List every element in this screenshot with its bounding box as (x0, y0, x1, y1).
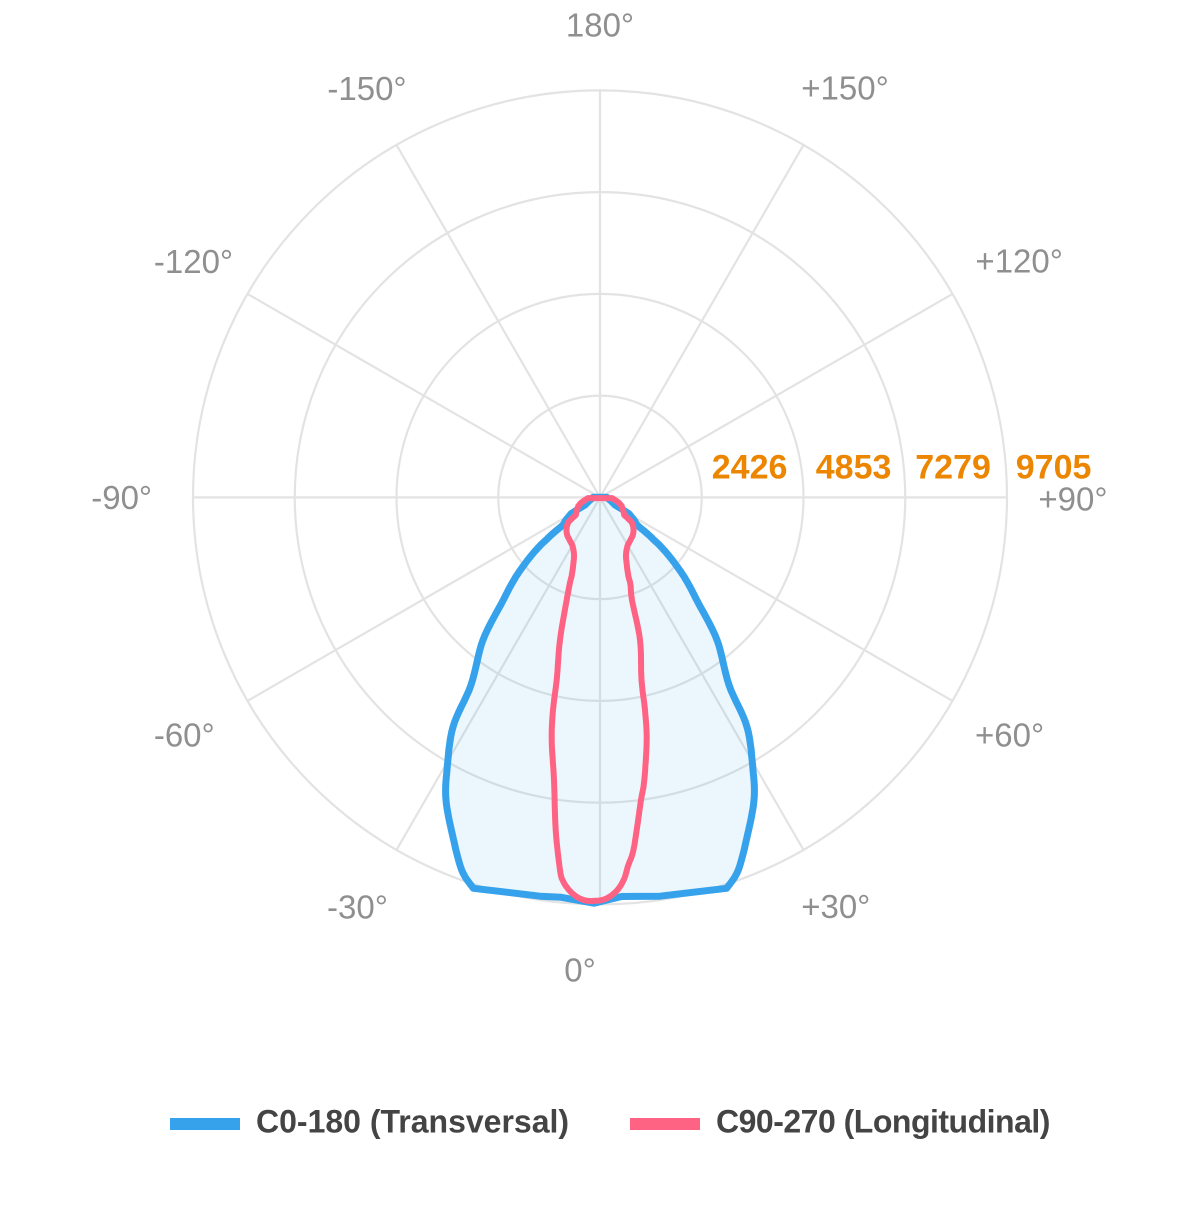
svg-text:+120°: +120° (975, 243, 1063, 280)
svg-text:+150°: +150° (801, 70, 889, 107)
svg-text:+30°: +30° (801, 888, 870, 925)
svg-text:+90°: +90° (1038, 481, 1107, 518)
svg-text:7279: 7279 (915, 449, 991, 487)
svg-text:C0-180 (Transversal): C0-180 (Transversal) (256, 1104, 569, 1140)
svg-text:9705: 9705 (1016, 449, 1092, 487)
svg-text:0°: 0° (564, 952, 596, 989)
svg-text:180°: 180° (566, 6, 634, 43)
svg-text:2426: 2426 (712, 449, 788, 487)
svg-text:4853: 4853 (816, 449, 892, 487)
svg-text:-30°: -30° (327, 888, 388, 925)
svg-text:-60°: -60° (154, 717, 215, 754)
svg-text:+60°: +60° (975, 716, 1044, 753)
svg-text:-90°: -90° (91, 479, 152, 516)
svg-text:C90-270 (Longitudinal): C90-270 (Longitudinal) (716, 1104, 1050, 1140)
svg-text:-150°: -150° (327, 70, 406, 107)
svg-text:-120°: -120° (154, 243, 233, 280)
